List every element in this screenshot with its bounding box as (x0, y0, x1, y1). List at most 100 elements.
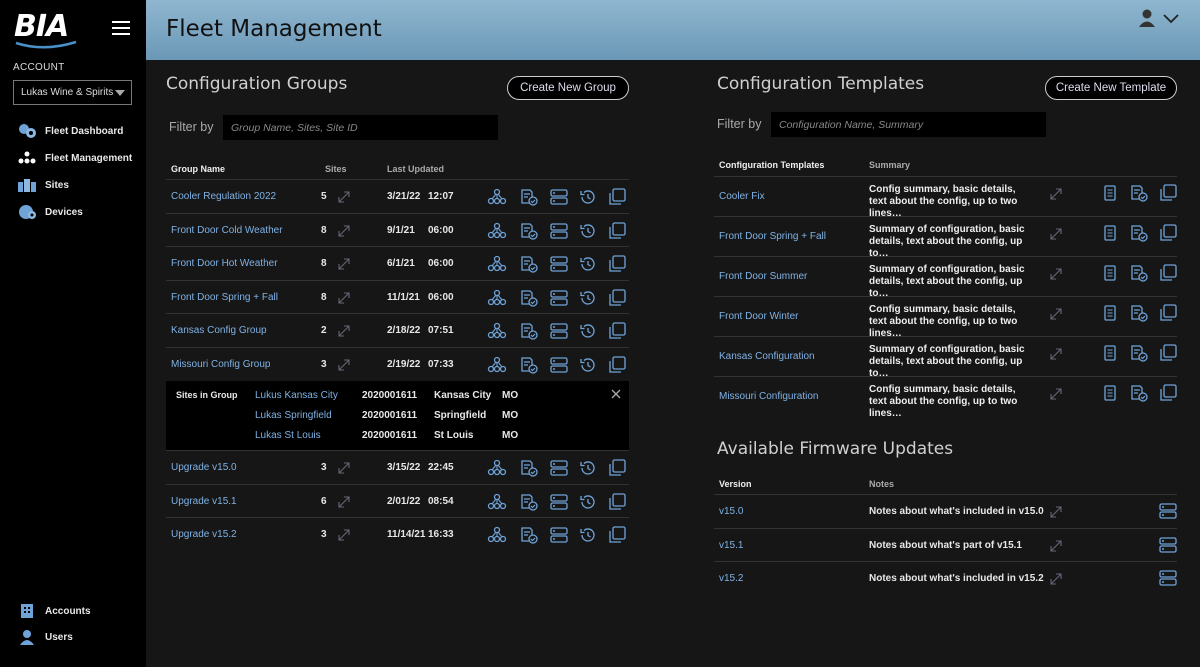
expand-icon[interactable] (338, 529, 350, 541)
sidebar-item-accounts[interactable]: Accounts (17, 601, 91, 621)
history-icon[interactable] (578, 289, 598, 307)
history-icon[interactable] (578, 222, 598, 240)
server-icon[interactable] (549, 222, 569, 240)
create-new-template-button[interactable]: Create New Template (1045, 76, 1177, 100)
template-name-link[interactable]: Missouri Configuration (719, 391, 819, 402)
template-name-link[interactable]: Front Door Spring + Fall (719, 231, 826, 242)
sidebar-item-fleet-dashboard[interactable]: Fleet Dashboard (17, 121, 123, 141)
copy-icon[interactable] (1158, 224, 1178, 242)
table-row[interactable]: Front Door Spring + Fall 8 11/1/21 06:00 (166, 279, 629, 314)
table-row[interactable]: Missouri Config Group 3 2/19/22 07:33 (166, 346, 629, 381)
history-icon[interactable] (578, 255, 598, 273)
copy-icon[interactable] (607, 459, 627, 477)
bia-logo[interactable]: BIA (14, 12, 80, 49)
table-row[interactable]: Kansas Config Group 2 2/18/22 07:51 (166, 313, 629, 347)
document-icon[interactable] (1100, 344, 1120, 362)
group-name-link[interactable]: Upgrade v15.0 (171, 462, 237, 473)
copy-icon[interactable] (607, 221, 627, 240)
server-icon[interactable] (549, 356, 569, 374)
copy-icon[interactable] (607, 492, 627, 511)
expand-icon[interactable] (1050, 228, 1062, 240)
template-name-link[interactable]: Kansas Configuration (719, 351, 815, 362)
document-check-icon[interactable] (519, 222, 539, 240)
table-row[interactable]: Front Door Hot Weather 8 6/1/21 06:00 (166, 246, 629, 280)
table-row[interactable]: v15.2 Notes about what's included in v15… (714, 561, 1177, 595)
document-check-icon[interactable] (1129, 264, 1149, 282)
template-name-link[interactable]: Front Door Winter (719, 311, 799, 322)
document-check-icon[interactable] (519, 356, 539, 374)
template-name-link[interactable]: Front Door Summer (719, 271, 808, 282)
expand-icon[interactable] (1050, 573, 1062, 585)
group-name-link[interactable]: Cooler Regulation 2022 (171, 191, 277, 202)
group-name-link[interactable]: Kansas Config Group (171, 325, 267, 336)
hamburger-menu-icon[interactable] (112, 21, 130, 35)
document-check-icon[interactable] (519, 493, 539, 511)
templates-filter-input[interactable] (771, 112, 1046, 137)
copy-icon[interactable] (1158, 384, 1178, 402)
sites-hierarchy-icon[interactable] (487, 526, 507, 544)
expand-icon[interactable] (338, 495, 350, 508)
history-icon[interactable] (578, 459, 598, 477)
document-check-icon[interactable] (1129, 344, 1149, 362)
expand-icon[interactable] (1050, 506, 1062, 518)
expand-icon[interactable] (1050, 188, 1062, 200)
copy-icon[interactable] (1158, 184, 1178, 202)
history-icon[interactable] (578, 356, 598, 374)
expand-icon[interactable] (1050, 348, 1062, 360)
document-check-icon[interactable] (1129, 384, 1149, 402)
table-row[interactable]: Front Door Spring + Fall Summary of conf… (714, 216, 1178, 259)
sidebar-item-sites[interactable]: Sites (17, 175, 69, 195)
sidebar-item-users[interactable]: Users (17, 627, 73, 647)
expand-icon[interactable] (1050, 539, 1062, 552)
groups-filter-input[interactable] (223, 115, 498, 140)
create-new-group-button[interactable]: Create New Group (507, 76, 629, 100)
document-check-icon[interactable] (1129, 224, 1149, 242)
sites-hierarchy-icon[interactable] (487, 222, 507, 240)
copy-icon[interactable] (1158, 304, 1178, 322)
table-row[interactable]: v15.1 Notes about what's part of v15.1 (714, 527, 1178, 562)
document-check-icon[interactable] (1129, 304, 1149, 322)
server-icon[interactable] (549, 255, 569, 273)
expand-icon[interactable] (338, 358, 350, 371)
expand-icon[interactable] (338, 224, 350, 237)
server-icon[interactable] (549, 459, 569, 477)
history-icon[interactable] (578, 493, 598, 511)
document-check-icon[interactable] (519, 255, 539, 273)
group-name-link[interactable]: Front Door Cold Weather (171, 224, 283, 236)
document-icon[interactable] (1100, 224, 1120, 242)
sites-hierarchy-icon[interactable] (487, 255, 507, 273)
firmware-version-link[interactable]: v15.1 (719, 539, 744, 551)
sites-hierarchy-icon[interactable] (487, 322, 507, 340)
expand-icon[interactable] (1050, 308, 1062, 320)
document-check-icon[interactable] (519, 188, 539, 206)
copy-icon[interactable] (607, 255, 627, 273)
close-icon[interactable] (611, 389, 621, 399)
copy-icon[interactable] (607, 188, 627, 206)
expand-icon[interactable] (338, 291, 350, 304)
firmware-version-link[interactable]: v15.2 (719, 573, 744, 584)
group-name-link[interactable]: Front Door Hot Weather (171, 258, 278, 269)
expand-icon[interactable] (338, 258, 350, 270)
group-name-link[interactable]: Upgrade v15.2 (171, 529, 237, 540)
sites-hierarchy-icon[interactable] (487, 289, 507, 307)
template-name-link[interactable]: Cooler Fix (719, 191, 765, 202)
copy-icon[interactable] (1158, 344, 1178, 362)
table-row[interactable]: Upgrade v15.0 3 3/15/22 22:45 (166, 450, 629, 484)
server-icon[interactable] (1158, 536, 1178, 554)
sidebar-item-fleet-management[interactable]: Fleet Management (17, 148, 132, 168)
copy-icon[interactable] (607, 288, 627, 307)
group-name-link[interactable]: Upgrade v15.1 (171, 495, 237, 507)
server-icon[interactable] (1158, 502, 1178, 520)
table-row[interactable]: Upgrade v15.2 3 11/14/21 16:33 (166, 517, 629, 551)
site-name-link[interactable]: Lukas St Louis (255, 430, 321, 441)
server-icon[interactable] (1158, 569, 1178, 587)
server-icon[interactable] (549, 526, 569, 544)
sites-hierarchy-icon[interactable] (487, 356, 507, 374)
table-row[interactable]: Upgrade v15.1 6 2/01/22 08:54 (166, 483, 629, 518)
table-row[interactable]: Cooler Regulation 2022 5 3/21/22 12:07 (166, 179, 629, 213)
document-check-icon[interactable] (519, 526, 539, 544)
table-row[interactable]: Front Door Cold Weather 8 9/1/21 06:00 (166, 212, 629, 247)
group-name-link[interactable]: Missouri Config Group (171, 358, 271, 370)
sidebar-item-devices[interactable]: Devices (17, 202, 83, 222)
expand-icon[interactable] (338, 462, 350, 474)
